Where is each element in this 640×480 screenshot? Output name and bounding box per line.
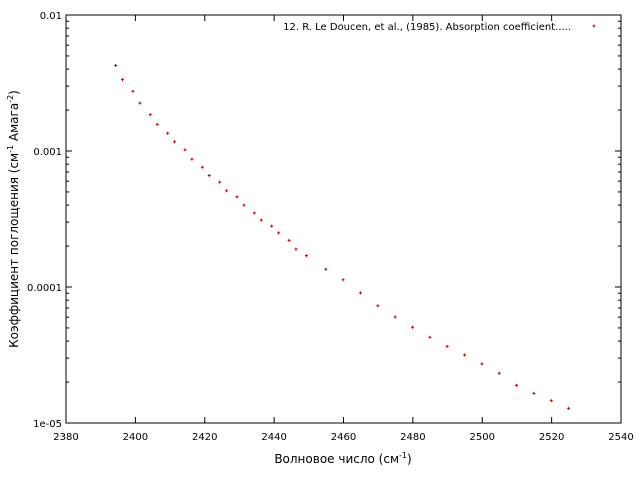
x-tick-label: 2400 xyxy=(123,432,148,443)
x-axis-ticks: 2380 2400 2420 2440 2460 2480 2500 2520 2540 xyxy=(53,15,634,443)
data-point xyxy=(324,267,328,271)
data-point xyxy=(393,315,397,319)
x-tick-label: 2480 xyxy=(400,432,425,443)
x-tick-label: 2420 xyxy=(192,432,217,443)
y-tick-label: 0.01 xyxy=(40,11,62,22)
data-point xyxy=(218,180,222,184)
data-point xyxy=(235,195,239,199)
legend-label: 12. R. Le Doucen, et al., (1985). Absorp… xyxy=(283,22,571,33)
x-tick-label: 2540 xyxy=(608,432,633,443)
data-point xyxy=(121,78,125,82)
data-point xyxy=(376,304,380,308)
data-point xyxy=(411,325,415,329)
data-point xyxy=(567,406,571,410)
data-point xyxy=(341,278,345,282)
data-point xyxy=(277,231,281,235)
data-point xyxy=(549,399,553,403)
x-tick-label: 2380 xyxy=(53,432,78,443)
x-tick-label: 2500 xyxy=(470,432,495,443)
data-point xyxy=(166,131,170,135)
data-point xyxy=(270,224,274,228)
data-point xyxy=(183,148,187,152)
data-point xyxy=(287,238,291,242)
data-point xyxy=(358,291,362,295)
data-point xyxy=(155,122,159,126)
y-tick-label: 0.0001 xyxy=(27,283,62,294)
legend-point xyxy=(592,24,596,28)
data-point xyxy=(138,101,142,105)
data-point xyxy=(207,174,211,178)
data-point xyxy=(304,254,308,258)
y-tick-label: 0.001 xyxy=(33,147,62,158)
data-point xyxy=(225,189,229,193)
data-point xyxy=(190,157,194,161)
data-point xyxy=(480,362,484,366)
y-axis-ticks: 1e-05 0.0001 0.001 0.01 xyxy=(27,11,621,430)
x-tick-label: 2520 xyxy=(539,432,564,443)
data-point xyxy=(242,203,246,207)
data-point xyxy=(148,113,152,117)
x-tick-label: 2440 xyxy=(261,432,286,443)
data-point xyxy=(252,211,256,215)
data-points xyxy=(114,64,571,410)
legend-marker xyxy=(592,24,596,28)
data-point xyxy=(114,64,118,68)
data-point xyxy=(173,140,177,144)
x-axis-label: Волновое число (см-1) xyxy=(274,451,411,466)
data-point xyxy=(497,371,501,375)
data-point xyxy=(200,165,204,169)
data-point xyxy=(428,335,432,339)
y-axis-label: Коэффициент поглощения (см-1 Амага-2) xyxy=(6,90,21,348)
data-point xyxy=(532,391,536,395)
data-point xyxy=(445,344,449,348)
data-point xyxy=(294,247,298,251)
y-tick-label: 1e-05 xyxy=(33,419,62,430)
plot-frame xyxy=(65,14,622,424)
data-point xyxy=(259,218,263,222)
data-point xyxy=(515,383,519,387)
data-point xyxy=(131,89,135,93)
data-point xyxy=(463,353,467,357)
x-tick-label: 2460 xyxy=(331,432,356,443)
